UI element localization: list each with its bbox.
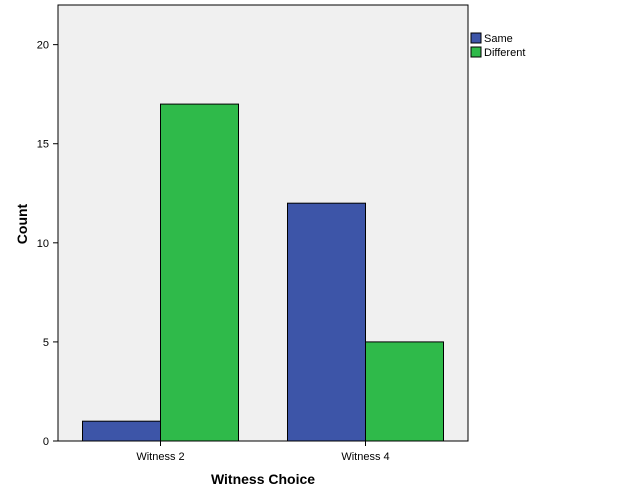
x-axis-title: Witness Choice bbox=[211, 471, 315, 487]
y-tick-label: 0 bbox=[43, 436, 49, 448]
x-tick-label: Witness 4 bbox=[341, 451, 389, 463]
y-tick-label: 5 bbox=[43, 337, 49, 349]
bar-different-1 bbox=[160, 103, 239, 442]
bar-same-1 bbox=[82, 420, 161, 442]
x-tick-label: Witness 2 bbox=[136, 451, 184, 463]
legend: Same Different bbox=[470, 32, 525, 59]
y-axis-title: Count bbox=[14, 203, 30, 244]
plot-frame bbox=[57, 4, 469, 442]
legend-swatch-different bbox=[470, 46, 482, 58]
axes: Witness 2 Witness 4 0 5 10 15 20 bbox=[37, 4, 469, 463]
y-tick-label: 20 bbox=[37, 40, 49, 52]
bar-different-2 bbox=[365, 341, 444, 442]
legend-label-different: Different bbox=[484, 47, 525, 59]
legend-swatch-same bbox=[470, 32, 482, 44]
y-tick-label: 10 bbox=[37, 238, 49, 250]
y-tick-label: 15 bbox=[37, 139, 49, 151]
legend-label-same: Same bbox=[484, 33, 513, 45]
bar-same-2 bbox=[287, 202, 366, 442]
plot-area bbox=[58, 5, 468, 442]
